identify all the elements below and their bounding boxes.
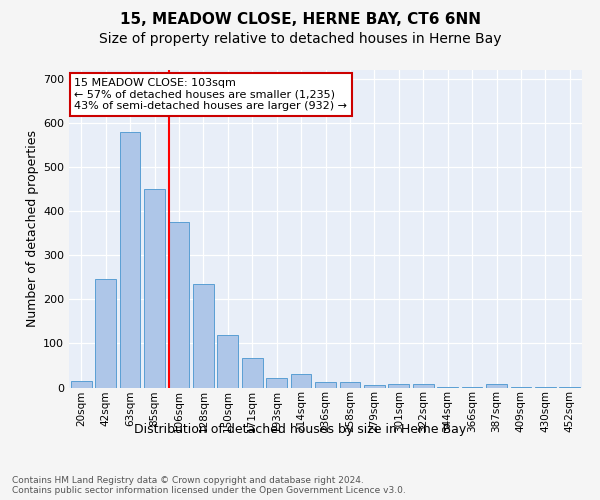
Text: 15, MEADOW CLOSE, HERNE BAY, CT6 6NN: 15, MEADOW CLOSE, HERNE BAY, CT6 6NN <box>119 12 481 28</box>
Y-axis label: Number of detached properties: Number of detached properties <box>26 130 39 327</box>
Bar <box>266 378 287 388</box>
Bar <box>242 358 263 388</box>
Bar <box>315 382 336 388</box>
Bar <box>461 386 482 388</box>
Bar <box>388 384 409 388</box>
Text: Contains HM Land Registry data © Crown copyright and database right 2024.
Contai: Contains HM Land Registry data © Crown c… <box>12 476 406 495</box>
Bar <box>486 384 507 388</box>
Bar <box>364 386 385 388</box>
Bar <box>144 189 165 388</box>
Text: Distribution of detached houses by size in Herne Bay: Distribution of detached houses by size … <box>134 422 466 436</box>
Text: 15 MEADOW CLOSE: 103sqm
← 57% of detached houses are smaller (1,235)
43% of semi: 15 MEADOW CLOSE: 103sqm ← 57% of detache… <box>74 78 347 111</box>
Bar <box>71 381 92 388</box>
Bar <box>95 280 116 388</box>
Bar <box>119 132 140 388</box>
Bar <box>169 222 190 388</box>
Text: Size of property relative to detached houses in Herne Bay: Size of property relative to detached ho… <box>99 32 501 46</box>
Bar <box>437 386 458 388</box>
Bar <box>290 374 311 388</box>
Bar <box>413 384 434 388</box>
Bar <box>340 382 361 388</box>
Bar <box>193 284 214 388</box>
Bar <box>217 334 238 388</box>
